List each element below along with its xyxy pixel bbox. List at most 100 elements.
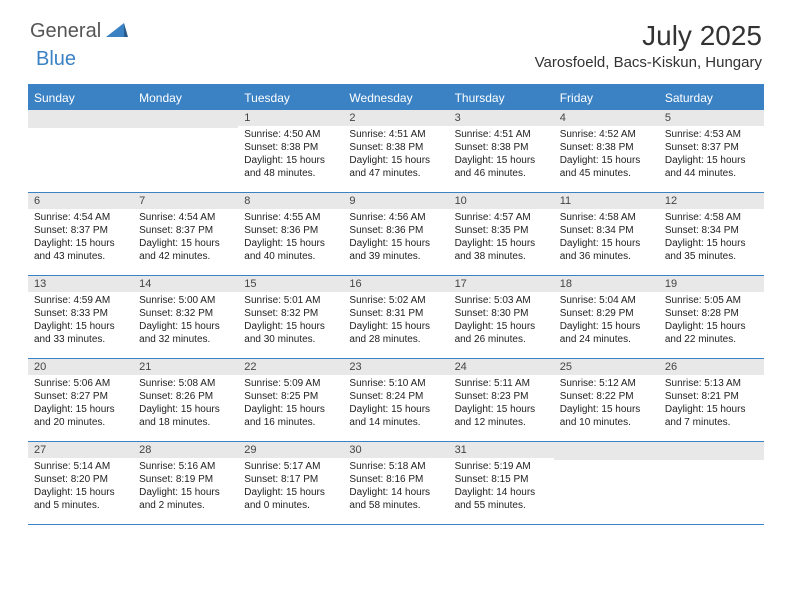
day-cell: 1Sunrise: 4:50 AMSunset: 8:38 PMDaylight… (238, 110, 343, 192)
sunset-text: Sunset: 8:37 PM (34, 224, 127, 237)
daylight-text: Daylight: 15 hours and 10 minutes. (560, 403, 653, 429)
sunset-text: Sunset: 8:38 PM (244, 141, 337, 154)
day-cell: 17Sunrise: 5:03 AMSunset: 8:30 PMDayligh… (449, 276, 554, 358)
daylight-text: Daylight: 15 hours and 42 minutes. (139, 237, 232, 263)
sunset-text: Sunset: 8:19 PM (139, 473, 232, 486)
day-body: Sunrise: 5:00 AMSunset: 8:32 PMDaylight:… (133, 292, 238, 350)
day-body: Sunrise: 4:52 AMSunset: 8:38 PMDaylight:… (554, 126, 659, 184)
day-cell: 24Sunrise: 5:11 AMSunset: 8:23 PMDayligh… (449, 359, 554, 441)
daylight-text: Daylight: 15 hours and 7 minutes. (665, 403, 758, 429)
day-body: Sunrise: 4:54 AMSunset: 8:37 PMDaylight:… (28, 209, 133, 267)
day-number: 14 (133, 276, 238, 292)
week-row: 27Sunrise: 5:14 AMSunset: 8:20 PMDayligh… (28, 442, 764, 525)
day-body: Sunrise: 5:05 AMSunset: 8:28 PMDaylight:… (659, 292, 764, 350)
sunset-text: Sunset: 8:33 PM (34, 307, 127, 320)
day-number (28, 110, 133, 128)
day-body: Sunrise: 5:06 AMSunset: 8:27 PMDaylight:… (28, 375, 133, 433)
empty-day-cell (133, 110, 238, 192)
day-number: 28 (133, 442, 238, 458)
sunset-text: Sunset: 8:21 PM (665, 390, 758, 403)
day-body: Sunrise: 5:12 AMSunset: 8:22 PMDaylight:… (554, 375, 659, 433)
day-number: 10 (449, 193, 554, 209)
sunrise-text: Sunrise: 5:03 AM (455, 294, 548, 307)
day-number: 17 (449, 276, 554, 292)
day-number: 30 (343, 442, 448, 458)
day-cell: 8Sunrise: 4:55 AMSunset: 8:36 PMDaylight… (238, 193, 343, 275)
day-cell: 25Sunrise: 5:12 AMSunset: 8:22 PMDayligh… (554, 359, 659, 441)
daylight-text: Daylight: 15 hours and 0 minutes. (244, 486, 337, 512)
sunrise-text: Sunrise: 5:14 AM (34, 460, 127, 473)
day-cell: 14Sunrise: 5:00 AMSunset: 8:32 PMDayligh… (133, 276, 238, 358)
sunset-text: Sunset: 8:30 PM (455, 307, 548, 320)
day-cell: 18Sunrise: 5:04 AMSunset: 8:29 PMDayligh… (554, 276, 659, 358)
day-number: 4 (554, 110, 659, 126)
day-cell: 9Sunrise: 4:56 AMSunset: 8:36 PMDaylight… (343, 193, 448, 275)
day-number: 19 (659, 276, 764, 292)
day-number: 15 (238, 276, 343, 292)
sunset-text: Sunset: 8:20 PM (34, 473, 127, 486)
sunrise-text: Sunrise: 5:17 AM (244, 460, 337, 473)
week-row: 1Sunrise: 4:50 AMSunset: 8:38 PMDaylight… (28, 110, 764, 193)
daylight-text: Daylight: 15 hours and 22 minutes. (665, 320, 758, 346)
day-cell: 13Sunrise: 4:59 AMSunset: 8:33 PMDayligh… (28, 276, 133, 358)
week-row: 6Sunrise: 4:54 AMSunset: 8:37 PMDaylight… (28, 193, 764, 276)
location: Varosfoeld, Bacs-Kiskun, Hungary (535, 54, 762, 71)
week-row: 20Sunrise: 5:06 AMSunset: 8:27 PMDayligh… (28, 359, 764, 442)
title-block: July 2025 Varosfoeld, Bacs-Kiskun, Hunga… (535, 20, 762, 71)
day-body (28, 128, 133, 188)
sunrise-text: Sunrise: 4:58 AM (560, 211, 653, 224)
daylight-text: Daylight: 15 hours and 30 minutes. (244, 320, 337, 346)
day-cell: 31Sunrise: 5:19 AMSunset: 8:15 PMDayligh… (449, 442, 554, 524)
day-cell: 23Sunrise: 5:10 AMSunset: 8:24 PMDayligh… (343, 359, 448, 441)
calendar: SundayMondayTuesdayWednesdayThursdayFrid… (28, 84, 764, 525)
daylight-text: Daylight: 15 hours and 48 minutes. (244, 154, 337, 180)
sunset-text: Sunset: 8:32 PM (244, 307, 337, 320)
day-cell: 10Sunrise: 4:57 AMSunset: 8:35 PMDayligh… (449, 193, 554, 275)
day-body: Sunrise: 5:14 AMSunset: 8:20 PMDaylight:… (28, 458, 133, 516)
sunset-text: Sunset: 8:28 PM (665, 307, 758, 320)
day-number: 25 (554, 359, 659, 375)
sunrise-text: Sunrise: 4:50 AM (244, 128, 337, 141)
sunrise-text: Sunrise: 5:00 AM (139, 294, 232, 307)
empty-day-cell (28, 110, 133, 192)
sunrise-text: Sunrise: 5:11 AM (455, 377, 548, 390)
day-number: 18 (554, 276, 659, 292)
sunrise-text: Sunrise: 4:52 AM (560, 128, 653, 141)
sunrise-text: Sunrise: 4:51 AM (349, 128, 442, 141)
day-number: 24 (449, 359, 554, 375)
day-body: Sunrise: 4:51 AMSunset: 8:38 PMDaylight:… (343, 126, 448, 184)
empty-day-cell (554, 442, 659, 524)
logo-text-blue: Blue (36, 48, 76, 71)
sunset-text: Sunset: 8:29 PM (560, 307, 653, 320)
sunset-text: Sunset: 8:38 PM (455, 141, 548, 154)
day-number: 23 (343, 359, 448, 375)
header: General July 2025 Varosfoeld, Bacs-Kisku… (0, 0, 792, 76)
daylight-text: Daylight: 15 hours and 24 minutes. (560, 320, 653, 346)
day-body: Sunrise: 5:02 AMSunset: 8:31 PMDaylight:… (343, 292, 448, 350)
day-body: Sunrise: 4:55 AMSunset: 8:36 PMDaylight:… (238, 209, 343, 267)
daylight-text: Daylight: 15 hours and 44 minutes. (665, 154, 758, 180)
week-row: 13Sunrise: 4:59 AMSunset: 8:33 PMDayligh… (28, 276, 764, 359)
day-header: Sunday (28, 86, 133, 110)
sunset-text: Sunset: 8:38 PM (349, 141, 442, 154)
day-body: Sunrise: 5:10 AMSunset: 8:24 PMDaylight:… (343, 375, 448, 433)
day-header: Saturday (659, 86, 764, 110)
day-cell: 21Sunrise: 5:08 AMSunset: 8:26 PMDayligh… (133, 359, 238, 441)
day-cell: 3Sunrise: 4:51 AMSunset: 8:38 PMDaylight… (449, 110, 554, 192)
day-number: 16 (343, 276, 448, 292)
day-body: Sunrise: 5:18 AMSunset: 8:16 PMDaylight:… (343, 458, 448, 516)
day-body (554, 460, 659, 520)
sunset-text: Sunset: 8:34 PM (665, 224, 758, 237)
sunset-text: Sunset: 8:23 PM (455, 390, 548, 403)
day-body: Sunrise: 5:11 AMSunset: 8:23 PMDaylight:… (449, 375, 554, 433)
daylight-text: Daylight: 15 hours and 38 minutes. (455, 237, 548, 263)
day-number: 12 (659, 193, 764, 209)
day-number (133, 110, 238, 128)
daylight-text: Daylight: 15 hours and 43 minutes. (34, 237, 127, 263)
day-number: 27 (28, 442, 133, 458)
sunrise-text: Sunrise: 5:09 AM (244, 377, 337, 390)
day-number: 6 (28, 193, 133, 209)
daylight-text: Daylight: 15 hours and 46 minutes. (455, 154, 548, 180)
sunset-text: Sunset: 8:36 PM (349, 224, 442, 237)
sunset-text: Sunset: 8:38 PM (560, 141, 653, 154)
